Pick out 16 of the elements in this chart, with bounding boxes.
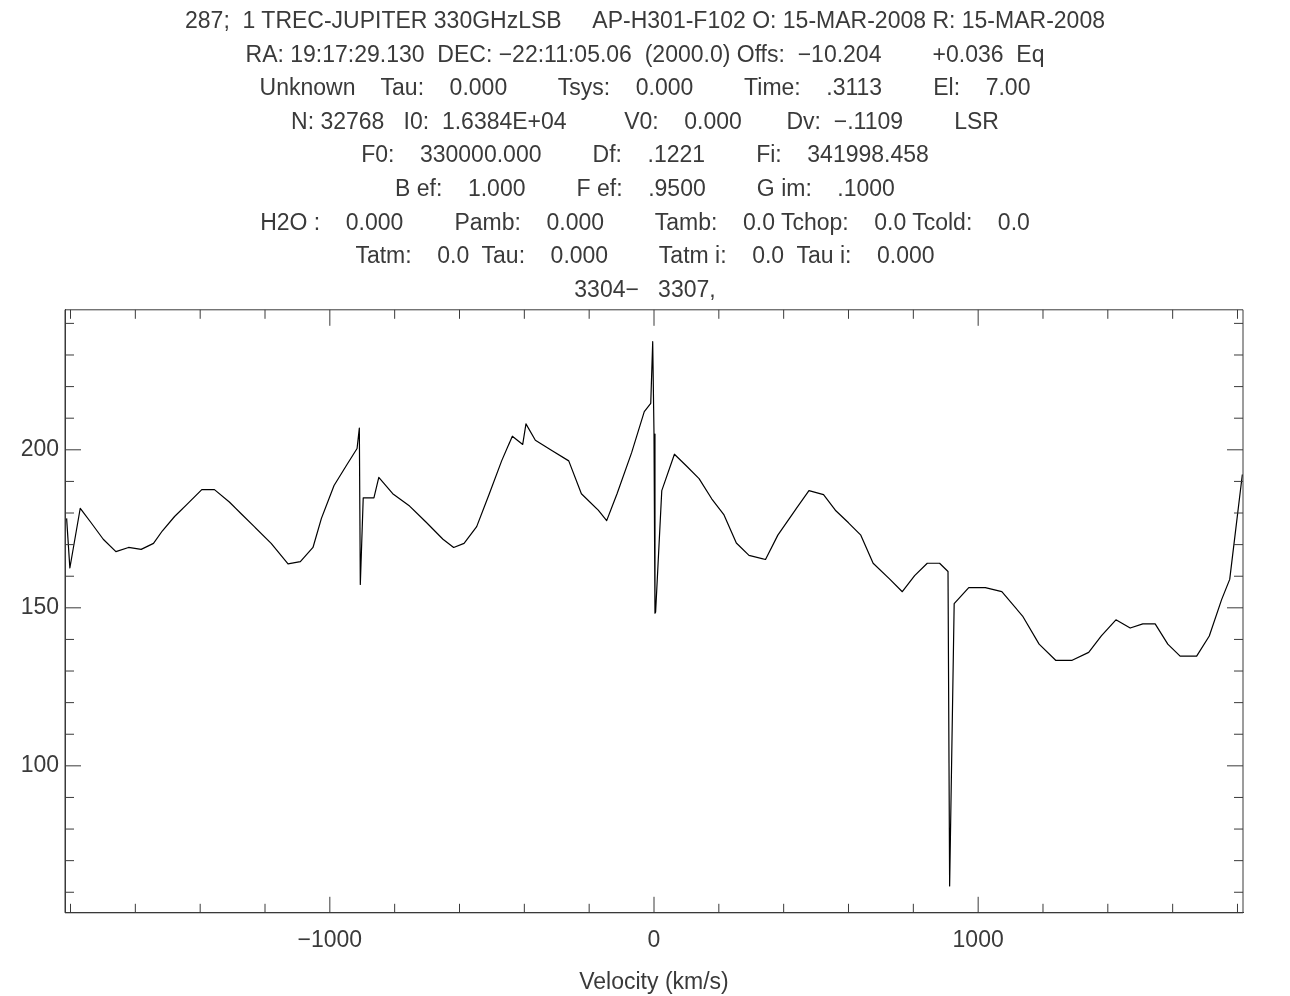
y-tick-label: 200 [20, 435, 59, 462]
x-tick-label: 0 [647, 925, 661, 952]
x-tick-label: 1000 [952, 925, 1004, 952]
text: H2O : 0.000 Pamb: 0.000 Tamb: 0.0 Tchop: 0.0 Tcold: 0.0 [259, 207, 1031, 237]
y-tick-label: 150 [20, 593, 59, 620]
text: RA: 19:17:29.130 DEC: −22:11:05.06 (2000.0) Offs: −10.204 +0.036 Eq [244, 39, 1046, 69]
x-tick-label: −1000 [297, 925, 363, 952]
text: Unknown Tau: 0.000 Tsys: 0.000 Time: .3113 El: 7.00 [258, 73, 1032, 103]
x-axis-title: Velocity (km/s) [579, 967, 729, 994]
text: F0: 330000.000 Df: .1221 Fi: 341998.458 [360, 140, 930, 170]
text: 287; 1 TREC-JUPITER 330GHzLSB AP-H301-F102 O: 15-MAR-2008 R: 15-MAR-2008 [184, 6, 1106, 35]
text: Tatm: 0.0 Tau: 0.000 Tatm i: 0.0 Tau i: 0.000 [354, 241, 936, 271]
text: B ef: 1.000 F ef: .9500 G im: .1000 [394, 173, 896, 203]
text: 3304− 3307, [573, 274, 717, 304]
y-tick-label: 100 [20, 751, 59, 778]
text: N: 32768 I0: 1.6384E+04 V0: 0.000 Dv: −.1109 LSR [290, 106, 1000, 136]
